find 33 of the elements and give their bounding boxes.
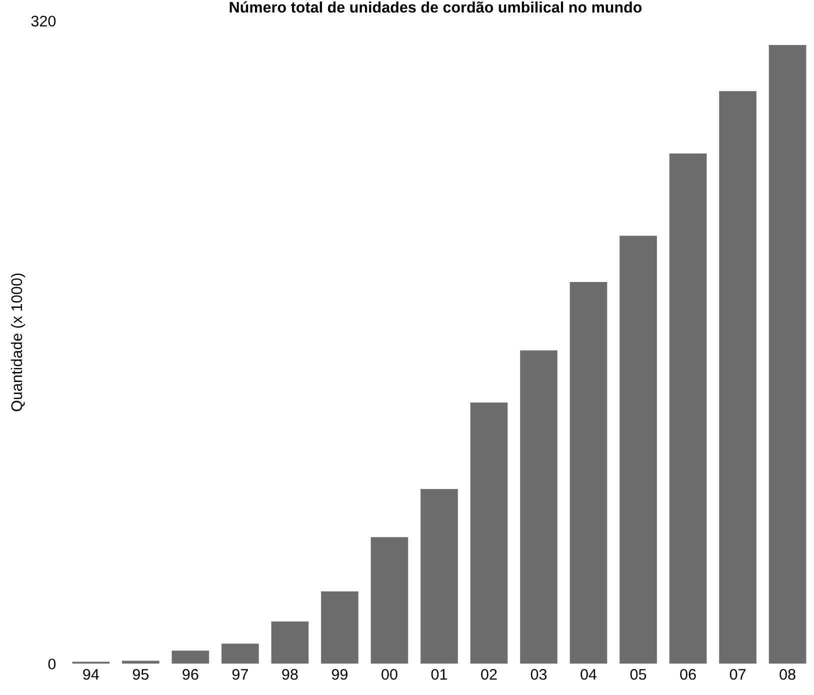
y-axis-title: Quantidade (x 1000) [10,274,26,412]
bar [271,622,309,664]
bar [470,402,508,664]
bar [122,660,160,664]
x-tick-label: 99 [332,668,348,680]
bar [370,537,408,664]
bar [321,591,358,664]
bar [669,153,707,664]
x-tick-label: 97 [232,668,248,680]
bar [768,44,806,664]
bar [172,650,210,664]
x-tick-label: 08 [780,668,796,680]
bar [620,236,657,664]
chart-title: Número total de unidades de cordão umbilical no mundo [230,1,642,13]
bar [222,644,259,664]
x-tick-label: 96 [182,668,198,680]
bar [570,282,608,664]
y-tick-label: 0 [48,658,56,670]
bar [520,350,558,664]
x-tick-label: 07 [730,668,746,680]
x-tick-label: 04 [580,668,597,680]
y-tick-label: 320 [31,16,56,27]
x-tick-label: 94 [83,668,99,680]
bar [420,488,458,664]
bar [719,91,756,664]
x-tick-label: 98 [282,668,298,680]
x-tick-label: 05 [630,668,646,680]
x-tick-label: 06 [680,668,696,680]
x-tick-label: 03 [530,668,547,680]
x-tick-label: 95 [132,668,149,680]
x-tick-label: 01 [431,668,447,680]
x-tick-label: 00 [382,668,398,680]
x-tick-label: 02 [481,668,497,680]
